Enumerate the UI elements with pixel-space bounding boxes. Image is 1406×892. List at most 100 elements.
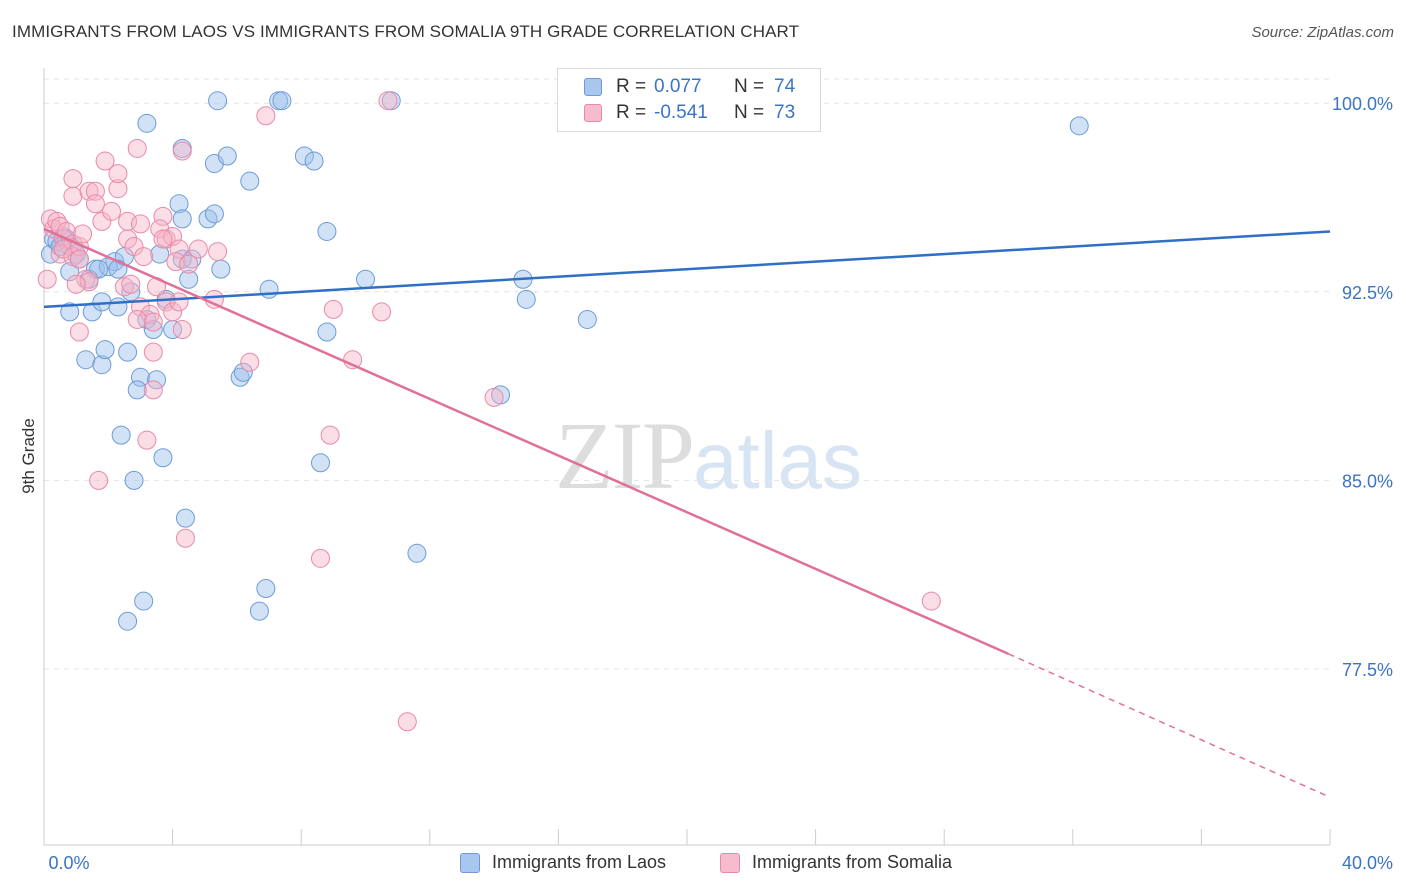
laos-point: [95, 340, 115, 360]
x-tick-label-min: 0.0%: [48, 853, 89, 873]
bottom-legend-somalia: Immigrants from Somalia: [720, 852, 952, 873]
laos-point: [60, 302, 80, 322]
laos-point: [172, 209, 192, 229]
laos-point: [577, 309, 597, 329]
laos-legend-label: Immigrants from Laos: [492, 852, 667, 872]
laos-point: [124, 470, 144, 490]
laos-point: [92, 355, 112, 375]
legend-row-somalia: R = -0.541 N = 73: [584, 101, 795, 125]
somalia-point: [108, 164, 128, 184]
laos-point: [182, 249, 202, 269]
laos-point: [294, 146, 314, 166]
y-tick-label: 92.5%: [1342, 283, 1393, 303]
somalia-point: [143, 312, 163, 332]
somalia-trend-extension: [1008, 653, 1331, 798]
laos-point: [317, 322, 337, 342]
somalia-point: [66, 274, 86, 294]
somalia-point: [172, 141, 192, 161]
somalia-point: [76, 269, 96, 289]
watermark-atlas: atlas: [693, 416, 862, 505]
laos-point: [356, 269, 375, 289]
laos-point: [137, 113, 157, 133]
somalia-point: [256, 106, 276, 126]
somalia-point: [310, 548, 330, 568]
legend-row-laos: R = 0.077 N = 74: [584, 75, 795, 99]
source-label: Source: ZipAtlas.com: [1251, 24, 1394, 41]
somalia-point: [95, 151, 115, 171]
laos-point: [76, 350, 96, 370]
y-tick-label: 77.5%: [1342, 660, 1393, 680]
somalia-point: [169, 239, 189, 259]
somalia-point: [323, 299, 343, 319]
watermark: ZIPatlas: [555, 400, 862, 511]
somalia-point: [127, 309, 147, 329]
somalia-point: [140, 304, 160, 324]
laos-point: [240, 171, 260, 191]
somalia-point: [372, 302, 392, 322]
somalia-point: [134, 247, 154, 267]
somalia-point: [73, 224, 93, 244]
laos-swatch: [584, 78, 602, 96]
laos-point: [130, 367, 150, 387]
laos-point: [259, 279, 279, 299]
somalia-point: [175, 528, 195, 548]
somalia-point: [63, 169, 83, 189]
somalia-point: [143, 342, 163, 362]
somalia-legend-swatch: [720, 852, 740, 873]
somalia-point: [169, 292, 189, 312]
somalia-trend-line: [43, 227, 1010, 656]
laos-point: [127, 380, 147, 400]
somalia-point: [484, 387, 504, 407]
laos-point: [272, 91, 292, 111]
somalia-point: [127, 138, 147, 158]
somalia-point: [130, 214, 150, 234]
laos-point: [310, 453, 330, 473]
laos-point: [175, 508, 195, 528]
laos-point: [317, 221, 337, 241]
somalia-point: [92, 211, 112, 231]
laos-point: [134, 591, 154, 611]
y-axis-label: 9th Grade: [19, 418, 38, 494]
laos-point: [179, 269, 199, 289]
y-tick-label: 100.0%: [1332, 94, 1393, 114]
laos-point: [147, 370, 167, 390]
somalia-point: [53, 239, 73, 259]
laos-point: [211, 259, 231, 279]
laos-point: [217, 146, 237, 166]
somalia-point: [240, 352, 260, 372]
laos-point: [407, 543, 427, 563]
laos-point: [153, 448, 173, 468]
somalia-point: [378, 91, 398, 111]
somalia-n-value: 73: [774, 102, 796, 123]
laos-point: [40, 244, 60, 264]
somalia-point: [188, 239, 208, 259]
bottom-legend-laos: Immigrants from Laos: [460, 852, 666, 873]
somalia-swatch: [584, 104, 602, 122]
somalia-point: [172, 320, 192, 340]
laos-trend-line: [43, 230, 1331, 309]
somalia-point: [153, 229, 173, 249]
somalia-point: [179, 254, 199, 274]
laos-point: [108, 297, 128, 317]
laos-point: [118, 342, 138, 362]
somalia-point: [208, 242, 228, 262]
somalia-point: [85, 194, 105, 214]
n-label: N =: [734, 102, 765, 123]
somalia-point: [47, 211, 67, 231]
somalia-point: [69, 322, 89, 342]
somalia-point: [153, 206, 173, 226]
laos-point: [1069, 116, 1089, 136]
laos-point: [204, 204, 224, 224]
somalia-point: [921, 591, 941, 611]
somalia-point: [397, 712, 417, 732]
laos-point: [208, 91, 228, 111]
somalia-point: [163, 302, 183, 322]
laos-r-value: 0.077: [654, 76, 702, 97]
somalia-legend-label: Immigrants from Somalia: [752, 852, 953, 872]
x-tick-label-max: 40.0%: [1342, 853, 1393, 873]
r-label: R =: [616, 76, 647, 97]
somalia-point: [124, 237, 144, 257]
somalia-r-value: -0.541: [654, 102, 708, 123]
laos-point: [111, 425, 131, 445]
laos-legend-swatch: [460, 852, 480, 873]
